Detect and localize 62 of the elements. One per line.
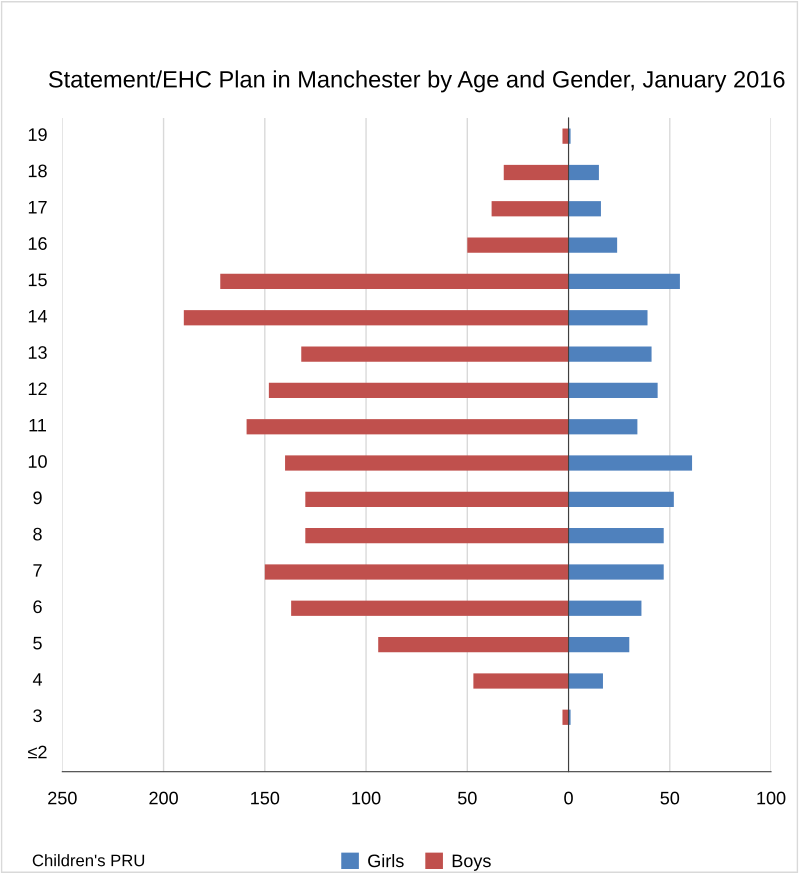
bar xyxy=(568,419,638,434)
text: Children's PRU xyxy=(32,854,144,866)
y-tick-label: 8 xyxy=(33,528,42,541)
y-tick-label: 13 xyxy=(28,346,47,359)
y-tick-label: 17 xyxy=(28,201,47,214)
bar xyxy=(568,673,603,689)
bar xyxy=(504,164,569,180)
bar xyxy=(492,201,569,216)
x-tick-label: 100 xyxy=(352,792,380,804)
y-tick-label: 3 xyxy=(33,709,42,722)
y-tick-label: 18 xyxy=(28,164,47,178)
y-tick-label: 6 xyxy=(33,600,42,614)
bar xyxy=(268,382,569,398)
bar xyxy=(568,528,664,544)
bar xyxy=(568,164,599,180)
bar xyxy=(568,455,692,471)
x-tick-label: 0 xyxy=(564,792,573,804)
bar xyxy=(246,419,569,434)
bar xyxy=(568,600,642,616)
bar xyxy=(562,128,569,144)
bar xyxy=(568,201,601,216)
y-tick-label: 15 xyxy=(28,274,47,286)
bar xyxy=(467,237,569,253)
x-tick-label: 100 xyxy=(757,792,786,804)
y-tick-label: 4 xyxy=(32,673,42,686)
y-tick-label: 11 xyxy=(30,418,46,432)
x-tick-label: 50 xyxy=(660,792,680,804)
y-tick-label: ≤2 xyxy=(28,746,47,758)
x-tick-label: 50 xyxy=(458,792,477,804)
bar xyxy=(220,274,569,290)
bar xyxy=(305,528,569,544)
bar xyxy=(285,455,569,471)
bar xyxy=(568,382,658,398)
bar xyxy=(568,274,680,290)
x-tick-label: 250 xyxy=(48,792,77,804)
bar xyxy=(264,564,569,580)
bar xyxy=(568,310,648,326)
bar xyxy=(291,600,569,616)
legend-label: Boys xyxy=(452,854,491,871)
y-tick-label: 5 xyxy=(33,636,42,650)
y-tick-label: 19 xyxy=(28,128,47,141)
bar xyxy=(568,492,674,507)
bar xyxy=(568,636,630,652)
bar xyxy=(562,710,569,725)
y-tick-label: 7 xyxy=(33,564,42,577)
y-tick-label: 9 xyxy=(33,491,42,504)
x-tick-label: 150 xyxy=(251,792,280,804)
bar xyxy=(568,346,652,362)
bar xyxy=(305,492,569,507)
y-tick-label: 12 xyxy=(28,382,47,396)
bar xyxy=(301,346,569,362)
y-tick-label: 16 xyxy=(28,237,47,250)
bar xyxy=(184,310,569,326)
x-tick-label: 200 xyxy=(149,792,178,804)
legend-label: Girls xyxy=(368,854,404,868)
bar xyxy=(378,636,569,652)
y-tick-label: 14 xyxy=(28,310,48,322)
y-tick-label: 10 xyxy=(28,455,47,468)
chart-title: Statement/EHC Plan in Manchester by Age and Gender, January 2016 xyxy=(48,70,784,92)
bar xyxy=(473,673,569,689)
bar xyxy=(568,564,664,580)
bar xyxy=(568,237,618,253)
